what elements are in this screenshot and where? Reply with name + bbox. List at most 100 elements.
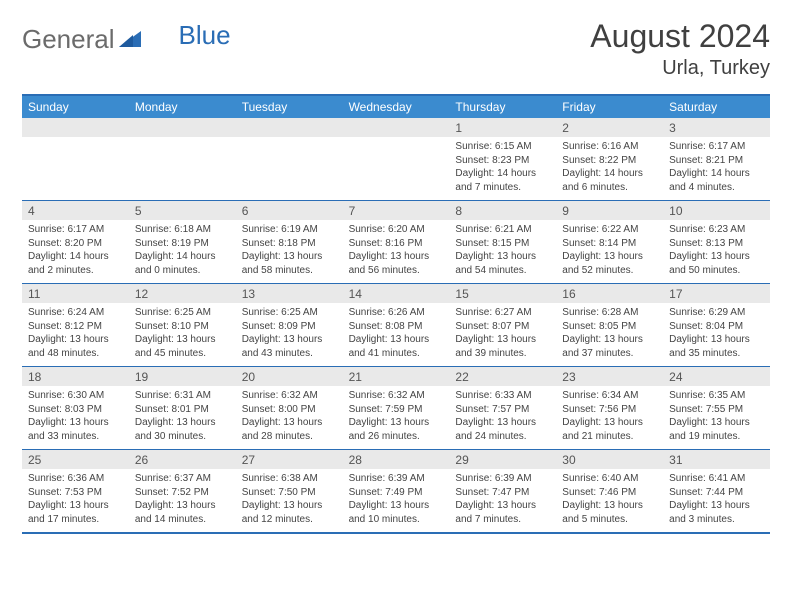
calendar-week: 45678910Sunrise: 6:17 AMSunset: 8:20 PMD… xyxy=(22,201,770,284)
daylight-text-line1: Daylight: 13 hours xyxy=(562,499,657,513)
sunrise-text: Sunrise: 6:32 AM xyxy=(242,389,337,403)
daylight-text-line2: and 17 minutes. xyxy=(28,513,123,527)
sunset-text: Sunset: 8:13 PM xyxy=(669,237,764,251)
sunset-text: Sunset: 8:22 PM xyxy=(562,154,657,168)
daylight-text-line2: and 30 minutes. xyxy=(135,430,230,444)
daylight-text-line2: and 28 minutes. xyxy=(242,430,337,444)
weekday-header: Friday xyxy=(556,96,663,118)
daylight-text-line2: and 4 minutes. xyxy=(669,181,764,195)
daylight-text-line1: Daylight: 13 hours xyxy=(135,499,230,513)
sunrise-text: Sunrise: 6:17 AM xyxy=(28,223,123,237)
sunset-text: Sunset: 7:52 PM xyxy=(135,486,230,500)
day-content-row: Sunrise: 6:36 AMSunset: 7:53 PM Daylight:… xyxy=(22,469,770,532)
day-sun-info: Sunrise: 6:26 AMSunset: 8:08 PMDaylight:… xyxy=(343,303,450,366)
sunset-text: Sunset: 8:18 PM xyxy=(242,237,337,251)
sunrise-text: Sunrise: 6:32 AM xyxy=(349,389,444,403)
sunrise-text: Sunrise: 6:34 AM xyxy=(562,389,657,403)
title-block: August 2024 Urla, Turkey xyxy=(590,18,770,80)
day-number xyxy=(129,118,236,137)
day-number-row: 45678910 xyxy=(22,201,770,220)
sunrise-text: Sunrise: 6:33 AM xyxy=(455,389,550,403)
day-number: 10 xyxy=(663,201,770,220)
day-number: 5 xyxy=(129,201,236,220)
sunset-text: Sunset: 7:47 PM xyxy=(455,486,550,500)
day-sun-info: Sunrise: 6:35 AMSunset: 7:55 PMDaylight:… xyxy=(663,386,770,449)
daylight-text-line2: and 41 minutes. xyxy=(349,347,444,361)
sunrise-text: Sunrise: 6:23 AM xyxy=(669,223,764,237)
day-number: 8 xyxy=(449,201,556,220)
page-header: General Blue August 2024 Urla, Turkey xyxy=(22,18,770,80)
day-content-row: Sunrise: 6:30 AMSunset: 8:03 PMDaylight:… xyxy=(22,386,770,449)
day-sun-info: Sunrise: 6:36 AMSunset: 7:53 PMDaylight:… xyxy=(22,469,129,532)
day-sun-info: Sunrise: 6:18 AMSunset: 8:19 PMDaylight:… xyxy=(129,220,236,283)
logo-triangle-icon xyxy=(119,29,141,52)
day-sun-info: Sunrise: 6:15 AMSunset: 8:23 PMDaylight:… xyxy=(449,137,556,200)
day-sun-info: Sunrise: 6:16 AMSunset: 8:22 PMDaylight:… xyxy=(556,137,663,200)
daylight-text-line2: and 43 minutes. xyxy=(242,347,337,361)
daylight-text-line2: and 48 minutes. xyxy=(28,347,123,361)
sunrise-text: Sunrise: 6:38 AM xyxy=(242,472,337,486)
weekday-header: Saturday xyxy=(663,96,770,118)
daylight-text-line1: Daylight: 13 hours xyxy=(242,499,337,513)
daylight-text-line1: Daylight: 14 hours xyxy=(455,167,550,181)
sunrise-text: Sunrise: 6:27 AM xyxy=(455,306,550,320)
sunset-text: Sunset: 8:14 PM xyxy=(562,237,657,251)
logo-text-general: General xyxy=(22,24,115,55)
sunrise-text: Sunrise: 6:29 AM xyxy=(669,306,764,320)
sunset-text: Sunset: 7:53 PM xyxy=(28,486,123,500)
sunrise-text: Sunrise: 6:20 AM xyxy=(349,223,444,237)
sunset-text: Sunset: 8:10 PM xyxy=(135,320,230,334)
day-sun-info: Sunrise: 6:40 AMSunset: 7:46 PMDaylight:… xyxy=(556,469,663,532)
daylight-text-line2: and 5 minutes. xyxy=(562,513,657,527)
daylight-text-line2: and 45 minutes. xyxy=(135,347,230,361)
day-number: 25 xyxy=(22,450,129,469)
sunrise-text: Sunrise: 6:16 AM xyxy=(562,140,657,154)
weekday-header-row: SundayMondayTuesdayWednesdayThursdayFrid… xyxy=(22,96,770,118)
daylight-text-line1: Daylight: 13 hours xyxy=(349,250,444,264)
day-sun-info xyxy=(22,137,129,200)
day-number: 30 xyxy=(556,450,663,469)
day-sun-info: Sunrise: 6:17 AMSunset: 8:21 PMDaylight:… xyxy=(663,137,770,200)
day-number xyxy=(343,118,450,137)
day-sun-info: Sunrise: 6:27 AMSunset: 8:07 PMDaylight:… xyxy=(449,303,556,366)
sunrise-text: Sunrise: 6:28 AM xyxy=(562,306,657,320)
daylight-text-line2: and 2 minutes. xyxy=(28,264,123,278)
weekday-header: Monday xyxy=(129,96,236,118)
daylight-text-line1: Daylight: 14 hours xyxy=(135,250,230,264)
sunset-text: Sunset: 8:01 PM xyxy=(135,403,230,417)
sunrise-text: Sunrise: 6:25 AM xyxy=(135,306,230,320)
calendar-week: 11121314151617Sunrise: 6:24 AMSunset: 8:… xyxy=(22,284,770,367)
sunrise-text: Sunrise: 6:37 AM xyxy=(135,472,230,486)
sunset-text: Sunset: 8:08 PM xyxy=(349,320,444,334)
sunset-text: Sunset: 8:21 PM xyxy=(669,154,764,168)
day-sun-info: Sunrise: 6:37 AMSunset: 7:52 PMDaylight:… xyxy=(129,469,236,532)
daylight-text-line2: and 50 minutes. xyxy=(669,264,764,278)
sunrise-text: Sunrise: 6:36 AM xyxy=(28,472,123,486)
day-content-row: Sunrise: 6:24 AMSunset: 8:12 PMDaylight:… xyxy=(22,303,770,366)
daylight-text-line1: Daylight: 13 hours xyxy=(669,416,764,430)
calendar-week: 18192021222324Sunrise: 6:30 AMSunset: 8:… xyxy=(22,367,770,450)
sunset-text: Sunset: 8:07 PM xyxy=(455,320,550,334)
daylight-text-line2: and 3 minutes. xyxy=(669,513,764,527)
day-number: 4 xyxy=(22,201,129,220)
daylight-text-line1: Daylight: 14 hours xyxy=(669,167,764,181)
sunrise-text: Sunrise: 6:31 AM xyxy=(135,389,230,403)
daylight-text-line2: and 52 minutes. xyxy=(562,264,657,278)
day-sun-info: Sunrise: 6:17 AMSunset: 8:20 PMDaylight:… xyxy=(22,220,129,283)
daylight-text-line1: Daylight: 13 hours xyxy=(242,333,337,347)
day-number: 18 xyxy=(22,367,129,386)
day-number: 12 xyxy=(129,284,236,303)
sunset-text: Sunset: 7:56 PM xyxy=(562,403,657,417)
calendar-week: 25262728293031Sunrise: 6:36 AMSunset: 7:… xyxy=(22,450,770,532)
daylight-text-line2: and 58 minutes. xyxy=(242,264,337,278)
sunset-text: Sunset: 8:05 PM xyxy=(562,320,657,334)
daylight-text-line1: Daylight: 13 hours xyxy=(455,416,550,430)
sunset-text: Sunset: 8:19 PM xyxy=(135,237,230,251)
day-sun-info xyxy=(236,137,343,200)
sunrise-text: Sunrise: 6:21 AM xyxy=(455,223,550,237)
daylight-text-line2: and 14 minutes. xyxy=(135,513,230,527)
daylight-text-line2: and 7 minutes. xyxy=(455,513,550,527)
sunrise-text: Sunrise: 6:35 AM xyxy=(669,389,764,403)
sunset-text: Sunset: 8:20 PM xyxy=(28,237,123,251)
day-number: 24 xyxy=(663,367,770,386)
